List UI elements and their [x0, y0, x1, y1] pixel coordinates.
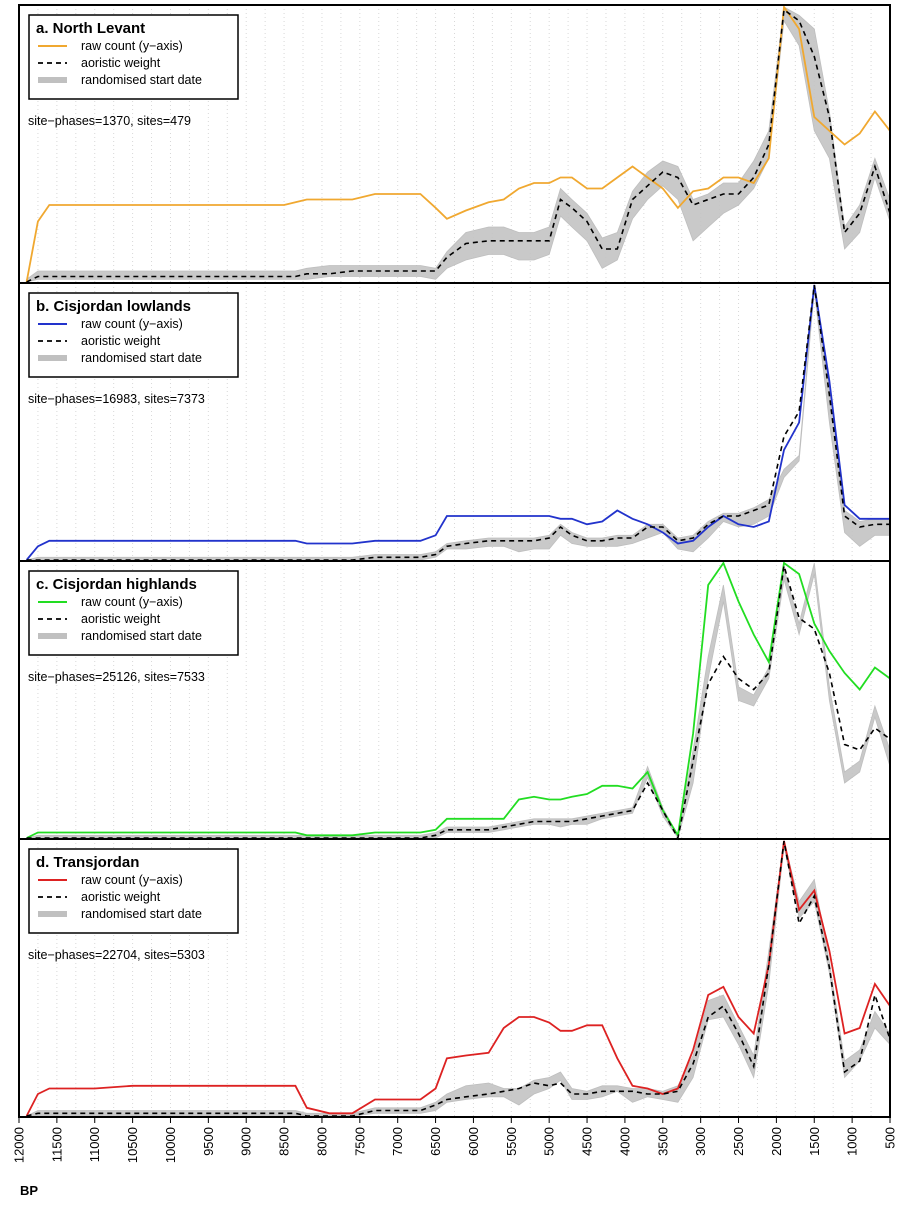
x-tick-label: 6500 [428, 1127, 443, 1156]
x-tick-label: 6000 [466, 1127, 481, 1156]
raw-count-line [25, 284, 890, 561]
x-tick-label: 500 [883, 1127, 898, 1149]
x-tick-label: 11000 [87, 1127, 102, 1162]
x-tick-label: 10000 [163, 1127, 178, 1163]
x-tick-label: 1500 [807, 1127, 822, 1156]
panel-stats: site−phases=16983, sites=7373 [28, 392, 205, 406]
legend-label: aoristic weight [81, 890, 161, 904]
legend-label: raw count (y−axis) [81, 595, 183, 609]
x-tick-label: 10500 [125, 1127, 140, 1163]
panel-title: c. Cisjordan highlands [36, 576, 197, 593]
x-axis-label: BP [20, 1183, 38, 1198]
panel-title: a. North Levant [36, 20, 145, 37]
legend-label: randomised start date [81, 629, 202, 643]
legend-box [28, 570, 239, 656]
x-tick-label: 7000 [390, 1127, 405, 1156]
x-tick-label: 7500 [352, 1127, 367, 1156]
panel-title: b. Cisjordan lowlands [36, 298, 191, 315]
aoristic-weight-line [26, 840, 891, 1117]
x-tick-label: 5000 [542, 1127, 557, 1156]
x-tick-label: 3500 [655, 1127, 670, 1156]
chart-panels: a. North Levant raw count (y−axis) aoristi… [18, 4, 891, 1118]
x-tick-label: 11500 [49, 1127, 64, 1162]
legend-label: randomised start date [81, 73, 202, 87]
x-tick-label: 8000 [315, 1127, 330, 1156]
x-tick-label: 4500 [580, 1127, 595, 1156]
chart-panel-4: d. Transjordan raw count (y−axis) aoristic… [18, 838, 891, 1118]
legend-label: raw count (y−axis) [81, 317, 183, 331]
x-tick-label: 5500 [504, 1127, 519, 1156]
x-tick-label: 3000 [693, 1127, 708, 1156]
legend-box [28, 292, 239, 378]
legend-box [28, 14, 239, 100]
x-tick-label: 8500 [277, 1127, 292, 1156]
panel-stats: site−phases=1370, sites=479 [28, 114, 191, 128]
x-axis: 12000 11500 11000 10500 10000 9500 9000 8500 800… [12, 1117, 898, 1163]
legend-label: aoristic weight [81, 334, 161, 348]
legend-label: raw count (y−axis) [81, 39, 183, 53]
x-tick-label: 4000 [617, 1127, 632, 1156]
aoristic-weight-line [26, 8, 891, 283]
legend-label: raw count (y−axis) [81, 873, 183, 887]
x-tick-label: 9500 [201, 1127, 216, 1156]
chart-panel-2: b. Cisjordan lowlands raw count (y−axis) a… [18, 282, 891, 562]
x-tick-label: 2000 [769, 1127, 784, 1156]
panel-frame [18, 838, 891, 1118]
legend-label: aoristic weight [81, 56, 161, 70]
legend-label: randomised start date [81, 351, 202, 365]
legend-label: randomised start date [81, 907, 202, 921]
chart-panel-1: a. North Levant raw count (y−axis) aoristi… [18, 4, 891, 284]
legend-box [28, 848, 239, 934]
panel-stats: site−phases=22704, sites=5303 [28, 948, 205, 962]
x-tick-label: 9000 [239, 1127, 254, 1156]
x-tick-label: 1000 [845, 1127, 860, 1156]
panel-stats: site−phases=25126, sites=7533 [28, 670, 205, 684]
legend-label: aoristic weight [81, 612, 161, 626]
x-tick-label: 2500 [731, 1127, 746, 1156]
chart-panel-3: c. Cisjordan highlands raw count (y−axis)… [18, 560, 891, 841]
panel-title: d. Transjordan [36, 854, 139, 871]
x-tick-label: 12000 [12, 1127, 27, 1163]
